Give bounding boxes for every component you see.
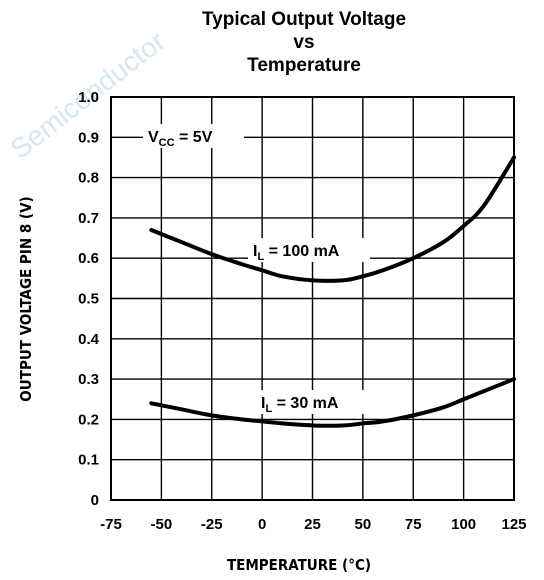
series-label-30ma-text: IL = 30 mA xyxy=(261,395,339,415)
y-tick-label-3: 0.3 xyxy=(78,371,99,388)
y-tick-label-1: 0.1 xyxy=(78,452,99,469)
vcc-annotation: VCC = 5V xyxy=(143,124,244,149)
x-tick-label-8: 125 xyxy=(501,516,526,533)
vcc-annotation-bg xyxy=(143,124,244,148)
series-line-100ma xyxy=(149,155,516,283)
x-axis-label: TEMPERATURE (°C) xyxy=(227,556,371,574)
y-tick-label-9: 0.9 xyxy=(78,129,99,146)
series-label-100ma: IL = 100 mA xyxy=(248,238,370,263)
y-tick-label-5: 0.5 xyxy=(78,291,99,308)
series-label-30ma-bg xyxy=(256,390,366,414)
y-axis-label: OUTPUT VOLTAGE PIN 8 (V) xyxy=(17,196,35,401)
x-tick-labels: -75 -50 -25 0 25 50 75 100 125 xyxy=(100,516,526,533)
series-lines xyxy=(149,155,516,428)
y-tick-label-8: 0.8 xyxy=(78,170,99,187)
y-tick-label-0: 0 xyxy=(91,492,99,509)
x-tick-label-5: 50 xyxy=(355,516,372,533)
x-tick-label-3: 0 xyxy=(258,516,266,533)
y-tick-label-4: 0.4 xyxy=(78,331,100,348)
vcc-annotation-text: VCC = 5V xyxy=(148,129,213,149)
series-label-100ma-text: IL = 100 mA xyxy=(253,243,340,263)
chart-title-line-2: vs xyxy=(293,32,314,53)
series-line-30ma xyxy=(149,377,516,428)
series-label-30ma: IL = 30 mA xyxy=(256,390,366,415)
chart-title-line-1: Typical Output Voltage xyxy=(202,9,406,30)
plot-frame xyxy=(110,96,515,501)
y-tick-label-2: 0.2 xyxy=(78,411,99,428)
x-tick-label-1: -50 xyxy=(151,516,173,533)
y-tick-labels: 0 0.1 0.2 0.3 0.4 0.5 0.6 0.7 0.8 0.9 1.0 xyxy=(78,89,100,509)
chart-title-line-3: Temperature xyxy=(247,55,361,76)
x-tick-label-0: -75 xyxy=(100,516,122,533)
y-tick-label-10: 1.0 xyxy=(78,89,99,106)
series-label-100ma-bg xyxy=(248,238,370,262)
x-tick-label-2: -25 xyxy=(201,516,223,533)
x-tick-label-7: 100 xyxy=(451,516,476,533)
grid xyxy=(110,96,515,501)
y-tick-label-7: 0.7 xyxy=(78,210,99,227)
y-tick-label-6: 0.6 xyxy=(78,250,99,267)
x-tick-label-4: 25 xyxy=(304,516,321,533)
x-tick-label-6: 75 xyxy=(405,516,422,533)
